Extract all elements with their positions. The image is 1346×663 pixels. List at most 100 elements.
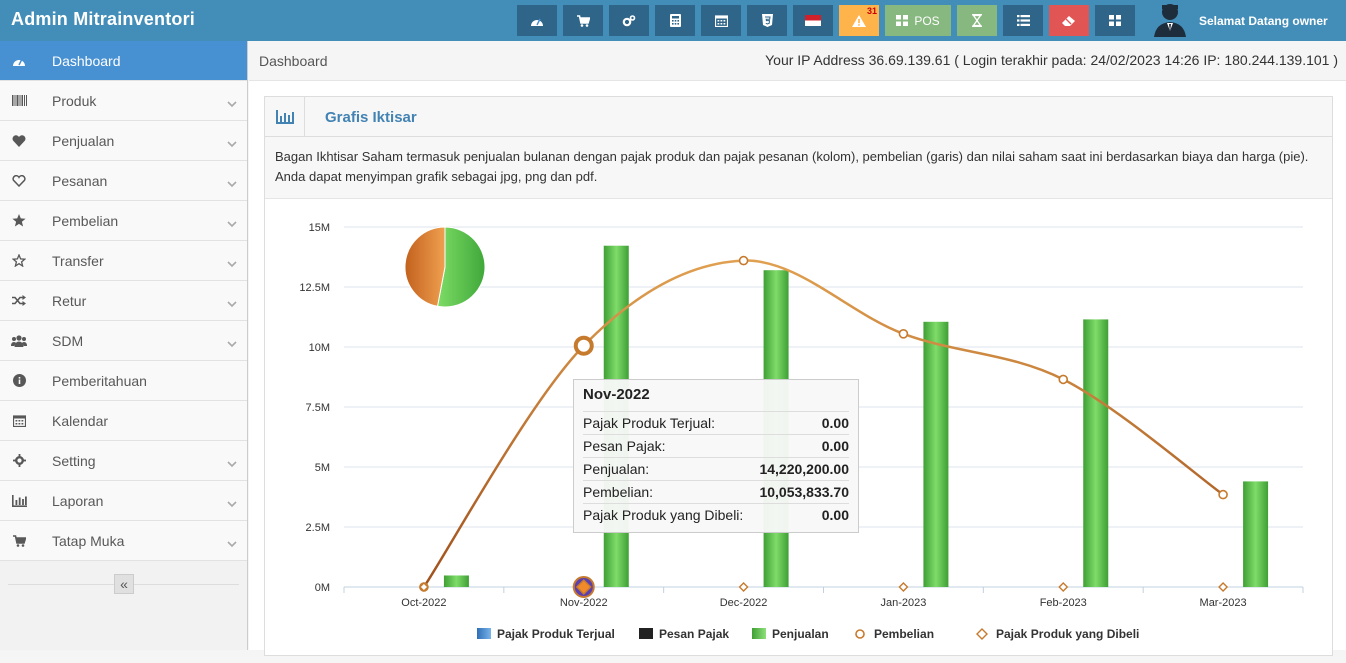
bar-penjualan	[923, 321, 949, 587]
y-tick-label: 5M	[315, 462, 330, 474]
overview-chart: 0M 2.5M 5M 7.5M 10M 12.5M 15M Oct-2022 Nov-2022 D…	[265, 198, 1334, 658]
legend-marker	[477, 628, 491, 639]
panel-title: Grafis Iktisar	[325, 109, 417, 126]
indonesia-flag-icon	[805, 15, 821, 26]
sidebar-item-laporan[interactable]: Laporan	[0, 481, 247, 521]
cart-nav-button[interactable]	[563, 5, 603, 36]
point-pembelian	[898, 329, 909, 339]
sidebar-item-produk[interactable]: Produk	[0, 81, 247, 121]
legend-marker	[639, 628, 653, 639]
chevron-down-icon	[227, 495, 237, 511]
point-pajak-dibeli	[1058, 582, 1069, 592]
nav-button-label: POS	[914, 13, 940, 28]
point-pajak-dibeli	[575, 579, 592, 595]
tooltip-row: Pajak Produk yang Dibeli: 0.00	[583, 503, 849, 526]
sidebar-item-label: Produk	[52, 92, 97, 109]
html5-icon	[761, 14, 773, 27]
chart-tooltip: Nov-2022 Pajak Produk Terjual: 0.00 Pesan …	[573, 379, 859, 533]
sidebar-item-label: Retur	[52, 292, 87, 309]
cogs-nav-button[interactable]	[609, 5, 649, 36]
sidebar-item-label: Kalendar	[52, 412, 109, 429]
legend-label: Pembelian	[874, 627, 934, 641]
tachometer-icon	[530, 15, 544, 27]
pie-slice	[404, 226, 446, 307]
main-content: Grafis Iktisar Bagan Ikhtisar Saham term…	[249, 81, 1346, 656]
point-pembelian	[738, 255, 749, 266]
user-greeting: Selamat Datang owner	[1199, 13, 1328, 28]
calculator-icon	[669, 14, 681, 27]
point-pembelian	[1058, 374, 1069, 385]
sidebar-item-label: Tatap Muka	[52, 532, 125, 549]
html5-nav-button[interactable]	[747, 5, 787, 36]
legend-label: Pesan Pajak	[659, 627, 729, 641]
bar-penjualan	[1083, 319, 1109, 587]
grid-icon	[896, 15, 909, 26]
sidebar-item-retur[interactable]: Retur	[0, 281, 247, 321]
sidebar-item-label: Pembelian	[52, 212, 119, 229]
x-tick-label: Oct-2022	[401, 597, 446, 609]
sidebar-collapse-button[interactable]: «	[114, 574, 134, 594]
language-nav-button[interactable]	[793, 5, 833, 36]
tooltip-value: 14,220,200.00	[759, 461, 849, 477]
sidebar-item-label: SDM	[52, 332, 84, 349]
top-navbar: Admin Mitrainventori 31 POS Selamat Datan…	[0, 0, 1346, 41]
tooltip-value: 0.00	[821, 507, 849, 523]
x-tick-label: Jan-2023	[880, 597, 926, 609]
grid-nav-button[interactable]	[1095, 5, 1135, 36]
sidebar-item-setting[interactable]: Setting	[0, 441, 247, 481]
sidebar-item-penjualan[interactable]: Penjualan	[0, 121, 247, 161]
panel-description: Bagan Ikhtisar Saham termasuk penjualan …	[265, 137, 1332, 199]
cart-icon	[576, 14, 590, 27]
list-nav-button[interactable]	[1003, 5, 1043, 36]
dashboard-nav-button[interactable]	[517, 5, 557, 36]
random-icon	[0, 295, 38, 306]
sidebar-item-tatap-muka[interactable]: Tatap Muka	[0, 521, 247, 561]
sidebar-item-pembelian[interactable]: Pembelian	[0, 201, 247, 241]
pos-nav-button[interactable]: POS	[885, 5, 951, 36]
bar-penjualan	[443, 575, 469, 587]
chevron-down-icon	[227, 255, 237, 271]
tooltip-value: 0.00	[821, 415, 849, 431]
sidebar-item-pemberitahuan[interactable]: Pemberitahuan	[0, 361, 247, 401]
user-avatar-icon	[1152, 0, 1188, 42]
app-title[interactable]: Admin Mitrainventori	[11, 9, 196, 29]
warning-icon	[852, 14, 866, 27]
sidebar-item-label: Setting	[52, 452, 96, 469]
sidebar-item-kalendar[interactable]: Kalendar	[0, 401, 247, 441]
tooltip-row: Pesan Pajak: 0.00	[583, 434, 849, 457]
tachometer-icon	[0, 55, 38, 67]
point-pembelian	[573, 335, 594, 356]
notification-badge: 31	[866, 6, 877, 16]
chevron-down-icon	[227, 95, 237, 111]
chart-canvas: 0M 2.5M 5M 7.5M 10M 12.5M 15M Oct-2022 Nov-2022 D…	[299, 222, 1304, 641]
tooltip-value: 0.00	[821, 438, 849, 454]
sidebar-item-label: Dashboard	[52, 52, 121, 69]
bar-penjualan	[1243, 481, 1269, 587]
x-tick-label: Nov-2022	[560, 597, 608, 609]
hourglass-nav-button[interactable]	[957, 5, 997, 36]
tooltip-label: Penjualan:	[583, 461, 650, 477]
sidebar-item-label: Transfer	[52, 252, 104, 269]
breadcrumb-current[interactable]: Dashboard	[259, 53, 328, 69]
sidebar-item-dashboard[interactable]: Dashboard	[0, 41, 247, 81]
calculator-nav-button[interactable]	[655, 5, 695, 36]
user-menu[interactable]: Selamat Datang owner	[1152, 0, 1328, 41]
calendar-nav-button[interactable]	[701, 5, 741, 36]
y-tick-label: 15M	[309, 222, 330, 234]
line-pembelian	[422, 259, 1224, 588]
point-pajak-dibeli	[1218, 582, 1229, 592]
tooltip-value: 10,053,833.70	[759, 484, 849, 500]
sidebar-item-pesanan[interactable]: Pesanan	[0, 161, 247, 201]
sidebar-item-label: Penjualan	[52, 132, 115, 149]
sidebar-item-sdm[interactable]: SDM	[0, 321, 247, 361]
info-icon	[0, 374, 38, 387]
eraser-nav-button[interactable]	[1049, 5, 1089, 36]
list-icon	[1016, 15, 1030, 26]
legend-label: Penjualan	[772, 627, 829, 641]
chevron-down-icon	[227, 135, 237, 151]
chevron-down-icon	[227, 335, 237, 351]
panel-header: Grafis Iktisar	[265, 97, 1332, 137]
sidebar-item-transfer[interactable]: Transfer	[0, 241, 247, 281]
alerts-nav-button[interactable]: 31	[839, 5, 879, 36]
y-tick-label: 7.5M	[306, 402, 330, 414]
